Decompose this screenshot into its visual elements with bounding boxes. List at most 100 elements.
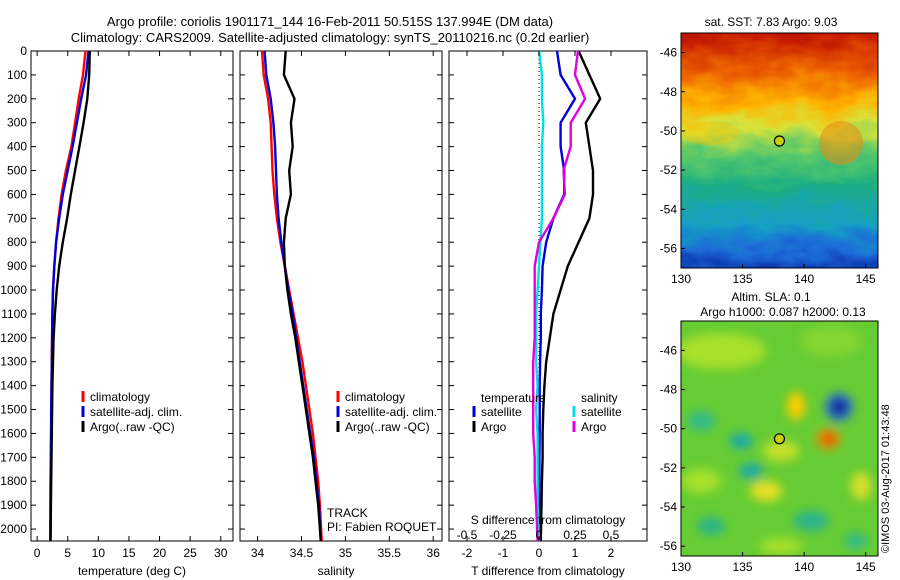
argo-float-marker	[773, 135, 786, 147]
s-tick-label: -0.25	[489, 528, 517, 542]
depth-tick-label: 200	[7, 92, 27, 106]
depth-tick-label: 400	[7, 140, 27, 154]
x-tick-label: 2	[608, 546, 615, 560]
salinity-series-lines	[260, 50, 323, 542]
legend-temperature-title: temperature	[481, 391, 546, 405]
series-line-argo-raw-qc-	[49, 50, 91, 542]
depth-tick-label: 1500	[0, 403, 27, 417]
depth-tick-label: 1200	[0, 331, 27, 345]
sst-map-axes: 130 135 140 145 -46 -48 -50 -52 -54 -56	[660, 46, 876, 286]
legend-salinity-title: salinity	[581, 391, 618, 405]
s-tick-label: 0.5	[603, 528, 620, 542]
x-tick-label: 0	[34, 546, 41, 560]
map-y-tick-label: -52	[660, 163, 678, 177]
depth-tick-label: 1900	[0, 498, 27, 512]
depth-tick-label: 300	[7, 116, 27, 130]
map-y-tick-label: -46	[660, 343, 678, 357]
legend-argo-label: Argo(..raw -QC)	[90, 420, 175, 434]
difference-series-lines	[532, 50, 602, 542]
depth-tick-label: 500	[7, 164, 27, 178]
map-x-tick-label: 130	[671, 560, 691, 574]
x-tick-label: 34.5	[290, 546, 314, 560]
legend-t-argo-label: Argo	[481, 420, 507, 434]
sst-heatmap	[681, 33, 878, 268]
depth-tick-label: 1100	[1, 307, 27, 321]
x-tick-label: 0	[536, 546, 543, 560]
x-tick-label: 30	[214, 546, 228, 560]
series-line-t-satellite	[537, 50, 577, 542]
temperature-series-lines	[49, 50, 91, 542]
s-tick-label: -0.5	[457, 528, 478, 542]
x-tick-label: -1	[498, 546, 509, 560]
series-line-s-satellite	[534, 50, 545, 542]
pi-label: PI: Fabien ROQUET	[327, 520, 437, 534]
legend-satellite-label: satellite-adj. clim.	[345, 405, 437, 419]
x-tick-label: 5	[64, 546, 71, 560]
salinity-x-label: salinity	[318, 564, 355, 578]
map-y-tick-label: -56	[660, 241, 678, 255]
x-tick-label: 35.5	[378, 546, 402, 560]
depth-tick-label: 800	[7, 235, 27, 249]
x-tick-label: 35	[339, 546, 353, 560]
sla-map-panel: Altim. SLA: 0.1 Argo h1000: 0.087 h2000:…	[660, 290, 879, 574]
legend-s-satellite-label: satellite	[581, 405, 622, 419]
map-y-tick-label: -50	[660, 124, 678, 138]
map-x-tick-label: 135	[733, 272, 753, 286]
depth-tick-label: 700	[7, 211, 27, 225]
sst-map-panel: sat. SST: 7.83 Argo: 9.03	[660, 15, 879, 286]
depth-tick-label: 0	[20, 44, 27, 58]
legend-s-argo-label: Argo	[581, 420, 607, 434]
track-label: TRACK	[327, 506, 368, 520]
depth-tick-label: 1800	[0, 474, 27, 488]
imos-timestamp: ©IMOS 03-Aug-2017 01:43:48	[880, 404, 892, 553]
x-tick-label: 25	[183, 546, 197, 560]
difference-depth-ticks	[449, 50, 647, 530]
map-x-tick-label: 145	[856, 272, 876, 286]
difference-panel: -2 -1 0 1 2 -0.5 -0.25 0 0.25 0.5 S difference f…	[448, 50, 648, 578]
series-line-t-argo	[539, 50, 602, 542]
depth-tick-label: 1600	[0, 426, 27, 440]
s-difference-x-axis: -0.5 -0.25 0 0.25 0.5	[457, 528, 620, 542]
legend-argo-label: Argo(..raw -QC)	[345, 420, 430, 434]
x-tick-label: 1	[572, 546, 579, 560]
legend-satellite-label: satellite-adj. clim.	[90, 405, 182, 419]
map-x-tick-label: 145	[856, 560, 876, 574]
depth-tick-label: 1000	[0, 283, 27, 297]
map-y-tick-label: -46	[660, 46, 678, 60]
temperature-x-label: temperature (deg C)	[78, 564, 186, 578]
depth-tick-label: 1300	[0, 355, 27, 369]
x-tick-label: -2	[462, 546, 473, 560]
s-tick-label: 0	[536, 528, 543, 542]
legend-climatology-label: climatology	[345, 390, 405, 404]
sst-map-title: sat. SST: 7.83 Argo: 9.03	[705, 15, 838, 29]
legend-t-satellite-label: satellite	[481, 405, 522, 419]
header-line-2: Climatology: CARS2009. Satellite-adjuste…	[71, 30, 590, 45]
depth-tick-label: 600	[7, 187, 27, 201]
map-x-tick-label: 135	[733, 560, 753, 574]
depth-tick-label: 1700	[0, 450, 27, 464]
x-tick-label: 36	[427, 546, 441, 560]
map-x-tick-label: 140	[794, 272, 814, 286]
legend-climatology-label: climatology	[90, 390, 150, 404]
salinity-panel: 34 34.5 35 35.5 36 salinity climatology sate…	[239, 50, 443, 578]
map-y-tick-label: -54	[660, 500, 678, 514]
argo-float-marker	[773, 433, 786, 445]
depth-tick-label: 1400	[0, 379, 27, 393]
salinity-x-axis: 34 34.5 35 35.5 36	[251, 51, 440, 560]
depth-tick-label: 900	[7, 259, 27, 273]
depth-axis: 0 100 200 300 400 500 600 700 800 900 1000 1100 1200…	[0, 44, 233, 536]
sla-heatmap	[681, 321, 878, 556]
salinity-depth-ticks	[240, 50, 442, 530]
map-x-tick-label: 130	[671, 272, 691, 286]
x-tick-label: 20	[153, 546, 167, 560]
x-tick-label: 10	[92, 546, 106, 560]
s-tick-label: 0.25	[563, 528, 587, 542]
difference-legend: temperature satellite Argo salinity sate…	[472, 391, 622, 434]
depth-tick-label: 2000	[0, 522, 27, 536]
sla-map-frame	[680, 320, 879, 557]
series-line-s-argo	[532, 50, 587, 542]
map-y-tick-label: -54	[660, 202, 678, 216]
map-y-tick-label: -48	[660, 85, 678, 99]
map-y-tick-label: -56	[660, 539, 678, 553]
